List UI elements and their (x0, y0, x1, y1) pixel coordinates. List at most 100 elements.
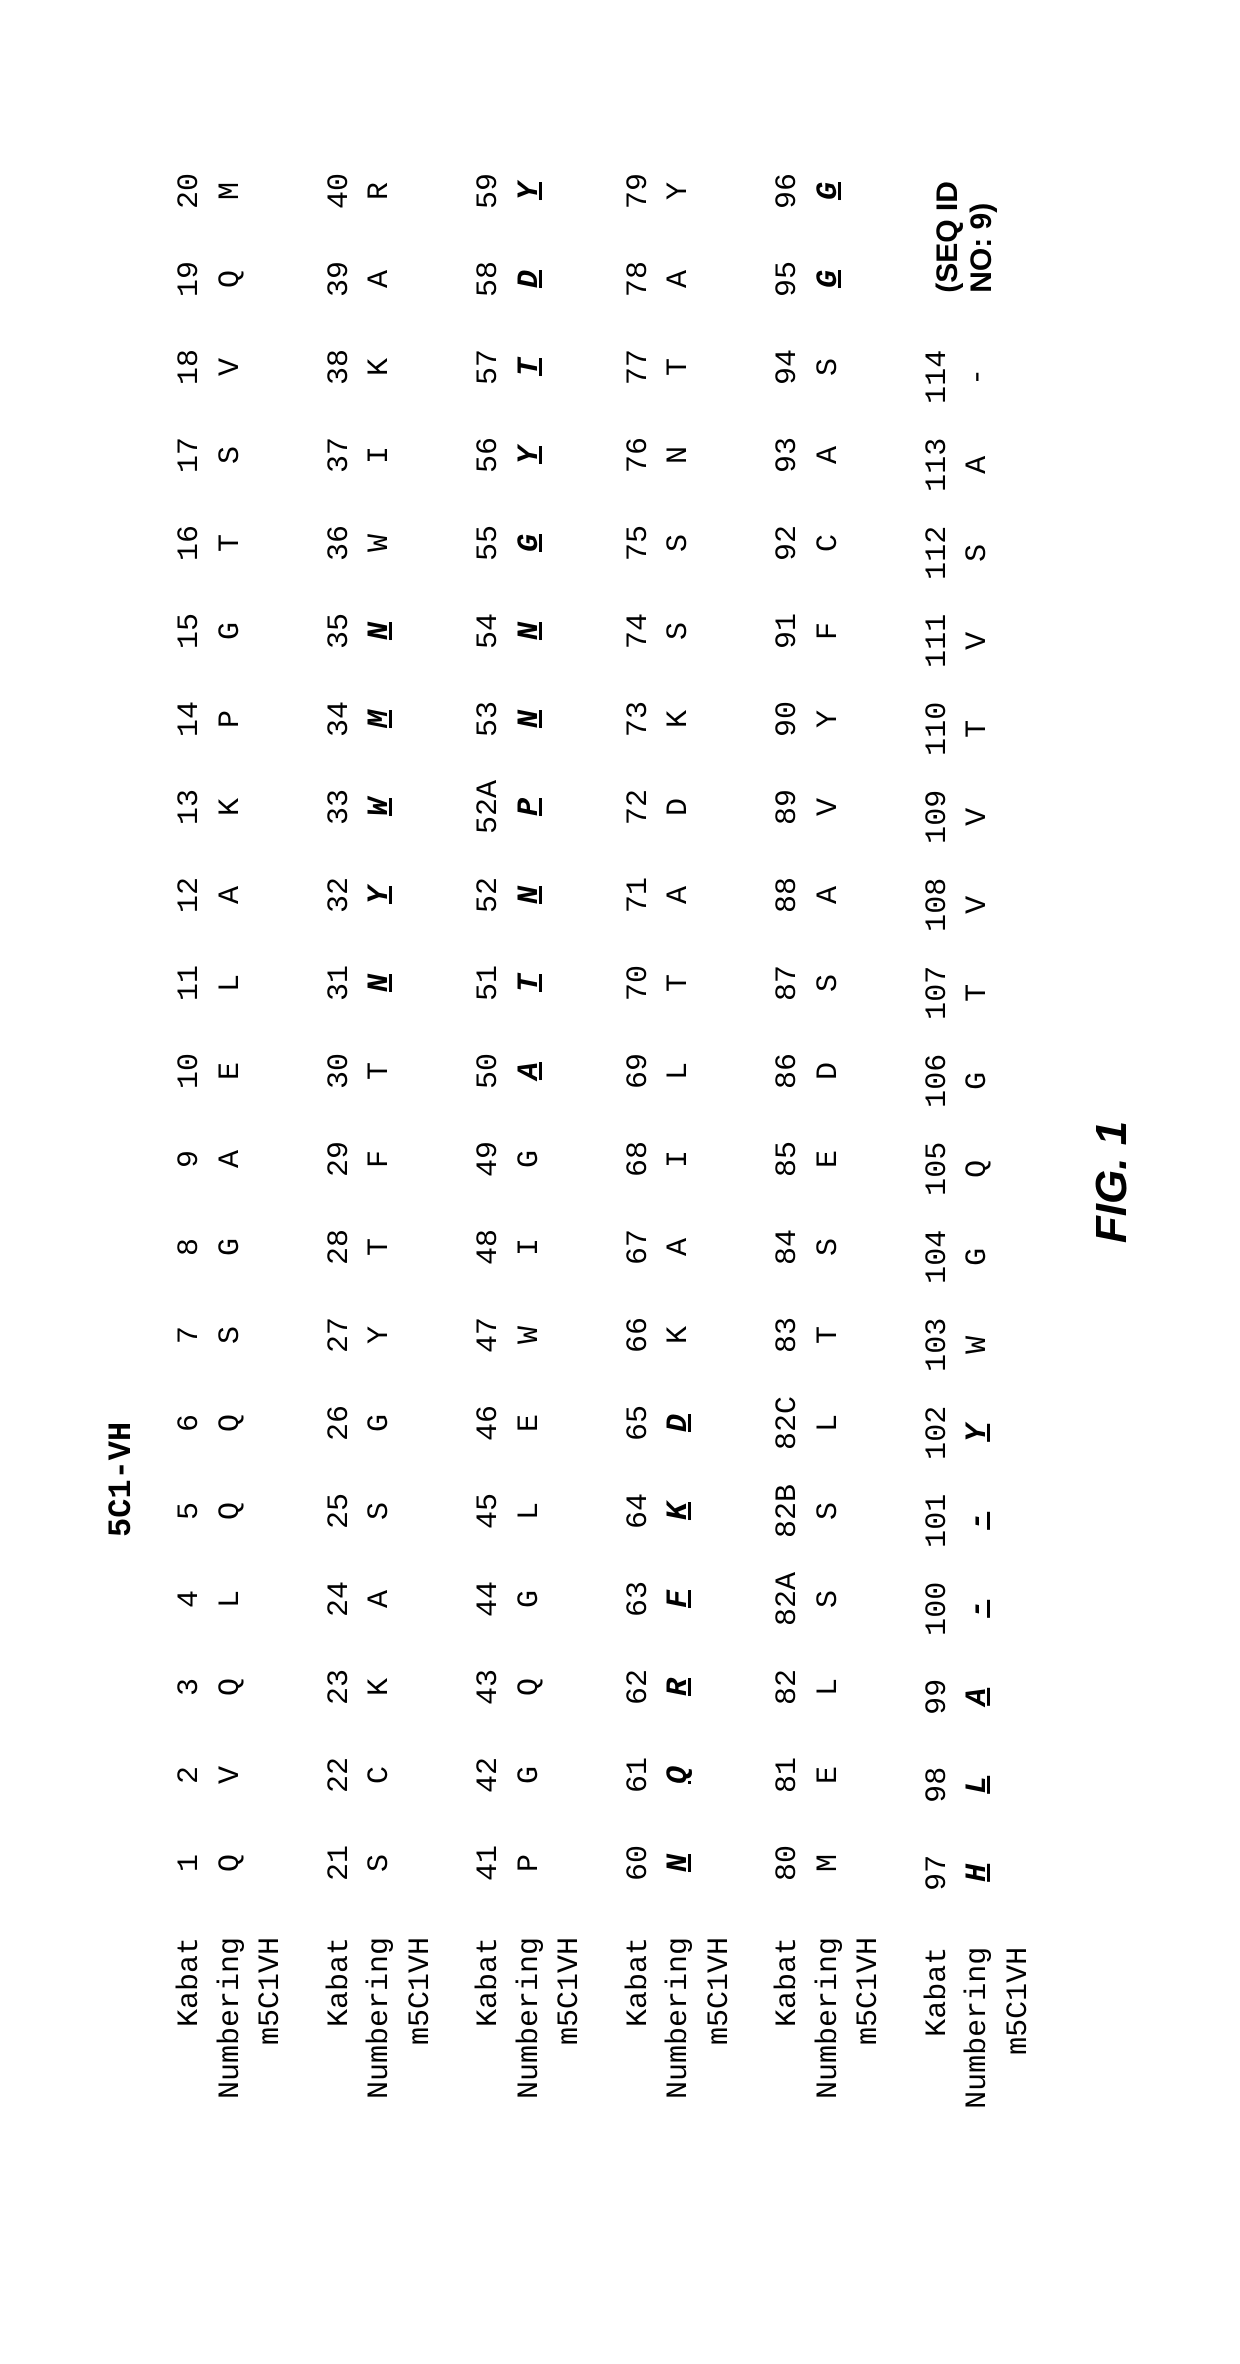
residue-cell-cdr: H (958, 1829, 999, 1917)
residue-cell: S (659, 587, 700, 675)
sequence-block: KabatNumberingm5C1VH80818282A82B82C83848… (768, 147, 890, 2217)
sequence-block: KabatNumberingm5C1VH60616263646566676869… (619, 147, 741, 2217)
residue-cell: E (211, 1027, 252, 1115)
residue-cell-cdr: D (659, 1379, 700, 1467)
residue-cell: G (958, 1213, 999, 1301)
label-numbering: Numbering (510, 1937, 551, 2099)
residue-cell-cdr: Y (510, 147, 551, 235)
residue-cell-cdr: G (809, 235, 850, 323)
residue-cell: L (659, 1027, 700, 1115)
residue-cell: S (360, 1467, 401, 1555)
position-cell: 17 (170, 411, 211, 499)
position-cell: 91 (768, 587, 809, 675)
position-cell: 22 (320, 1731, 361, 1819)
residue-cell-cdr: - (958, 1565, 999, 1653)
row-labels: KabatNumberingm5C1VH (320, 1937, 442, 2217)
residue-cell: E (809, 1115, 850, 1203)
position-cell: 82C (768, 1379, 809, 1467)
residue-cell: G (958, 1037, 999, 1125)
label-construct: m5C1VH (999, 1947, 1040, 2055)
position-cell: 5 (170, 1467, 211, 1555)
residue-cell: T (360, 1027, 401, 1115)
residue-cell: D (809, 1027, 850, 1115)
position-cell: 104 (918, 1213, 959, 1301)
position-cell: 90 (768, 675, 809, 763)
residue-cell-cdr: N (510, 675, 551, 763)
residue-cell: S (809, 1203, 850, 1291)
position-cell: 50 (469, 1027, 510, 1115)
residue-cell: Q (211, 1379, 252, 1467)
position-cell: 19 (170, 235, 211, 323)
position-cell: 71 (619, 851, 660, 939)
position-cell: 42 (469, 1731, 510, 1819)
residue-cell: T (659, 939, 700, 1027)
residue-cell: W (360, 499, 401, 587)
residue-cell-cdr: L (958, 1741, 999, 1829)
label-numbering: Numbering (211, 1937, 252, 2099)
residue-cell-cdr: D (510, 235, 551, 323)
residue-cell: K (360, 323, 401, 411)
residue-cell: G (360, 1379, 401, 1467)
residue-cell: G (211, 587, 252, 675)
position-cell: 24 (320, 1555, 361, 1643)
residue-cell: E (510, 1379, 551, 1467)
residue-cell: T (659, 323, 700, 411)
position-cell: 52 (469, 851, 510, 939)
residue-cell: L (809, 1379, 850, 1467)
position-cell: 102 (918, 1389, 959, 1477)
residue-cell: E (809, 1731, 850, 1819)
position-cell: 62 (619, 1643, 660, 1731)
residue-cell: R (360, 147, 401, 235)
position-cell: 44 (469, 1555, 510, 1643)
position-cell: 88 (768, 851, 809, 939)
residue-cell-cdr: A (510, 1027, 551, 1115)
residue-cell: C (360, 1731, 401, 1819)
label-kabat: Kabat (918, 1947, 959, 2037)
residue-cell: T (958, 685, 999, 773)
label-kabat: Kabat (619, 1937, 660, 2027)
position-cell: 106 (918, 1037, 959, 1125)
position-cell: 45 (469, 1467, 510, 1555)
position-cell: 73 (619, 675, 660, 763)
position-cell: 75 (619, 499, 660, 587)
residue-cell: C (809, 499, 850, 587)
position-cell: 103 (918, 1301, 959, 1389)
residue-cell: A (360, 235, 401, 323)
last-block-wrap: 9798991001011021031041051061071081091101… (918, 147, 999, 1917)
position-cell: 63 (619, 1555, 660, 1643)
position-cell: 107 (918, 949, 959, 1037)
sequence-grid: 1234567891011121314151617181920QVQLQQSGA… (170, 147, 251, 1907)
position-cell: 70 (619, 939, 660, 1027)
residue-cell-cdr: N (510, 587, 551, 675)
position-cell: 58 (469, 235, 510, 323)
position-cell: 98 (918, 1741, 959, 1829)
position-cell: 20 (170, 147, 211, 235)
position-cell: 7 (170, 1291, 211, 1379)
position-cell: 14 (170, 675, 211, 763)
position-cell: 8 (170, 1203, 211, 1291)
residue-cell: V (958, 773, 999, 861)
position-cell: 92 (768, 499, 809, 587)
residue-cell-cdr: F (659, 1555, 700, 1643)
position-row: 80818282A82B82C8384858687888990919293949… (768, 147, 809, 1907)
residue-cell: L (211, 939, 252, 1027)
position-cell: 82B (768, 1467, 809, 1555)
residue-cell: Q (211, 1643, 252, 1731)
position-cell: 9 (170, 1115, 211, 1203)
position-cell: 2 (170, 1731, 211, 1819)
residue-cell: S (809, 939, 850, 1027)
position-cell: 97 (918, 1829, 959, 1917)
residue-row: PGQGLEWIGATNPNNGYTDY (510, 147, 551, 1907)
seq-id-label: (SEQ ID NO: 9) (931, 147, 999, 293)
position-cell: 54 (469, 587, 510, 675)
position-cell: 93 (768, 411, 809, 499)
residue-cell-cdr: M (360, 675, 401, 763)
residue-cell: W (510, 1291, 551, 1379)
position-cell: 78 (619, 235, 660, 323)
position-cell: 86 (768, 1027, 809, 1115)
residue-cell: V (211, 1731, 252, 1819)
residue-cell: S (809, 1467, 850, 1555)
residue-cell: A (809, 851, 850, 939)
residue-cell: G (510, 1731, 551, 1819)
residue-cell: A (211, 1115, 252, 1203)
